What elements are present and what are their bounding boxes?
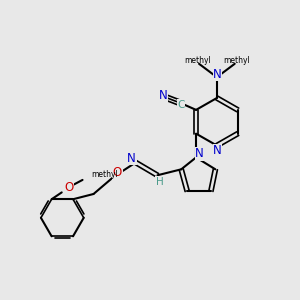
Text: N: N: [159, 89, 168, 102]
Text: O: O: [64, 181, 74, 194]
Text: N: N: [127, 152, 136, 164]
Text: N: N: [213, 144, 222, 158]
Text: C: C: [178, 100, 185, 110]
Text: N: N: [195, 147, 204, 161]
Text: methyl: methyl: [184, 56, 211, 65]
Text: H: H: [156, 177, 164, 187]
Text: methyl: methyl: [223, 56, 250, 65]
Text: methyl: methyl: [91, 170, 118, 179]
Text: N: N: [213, 68, 222, 81]
Text: O: O: [113, 166, 122, 179]
